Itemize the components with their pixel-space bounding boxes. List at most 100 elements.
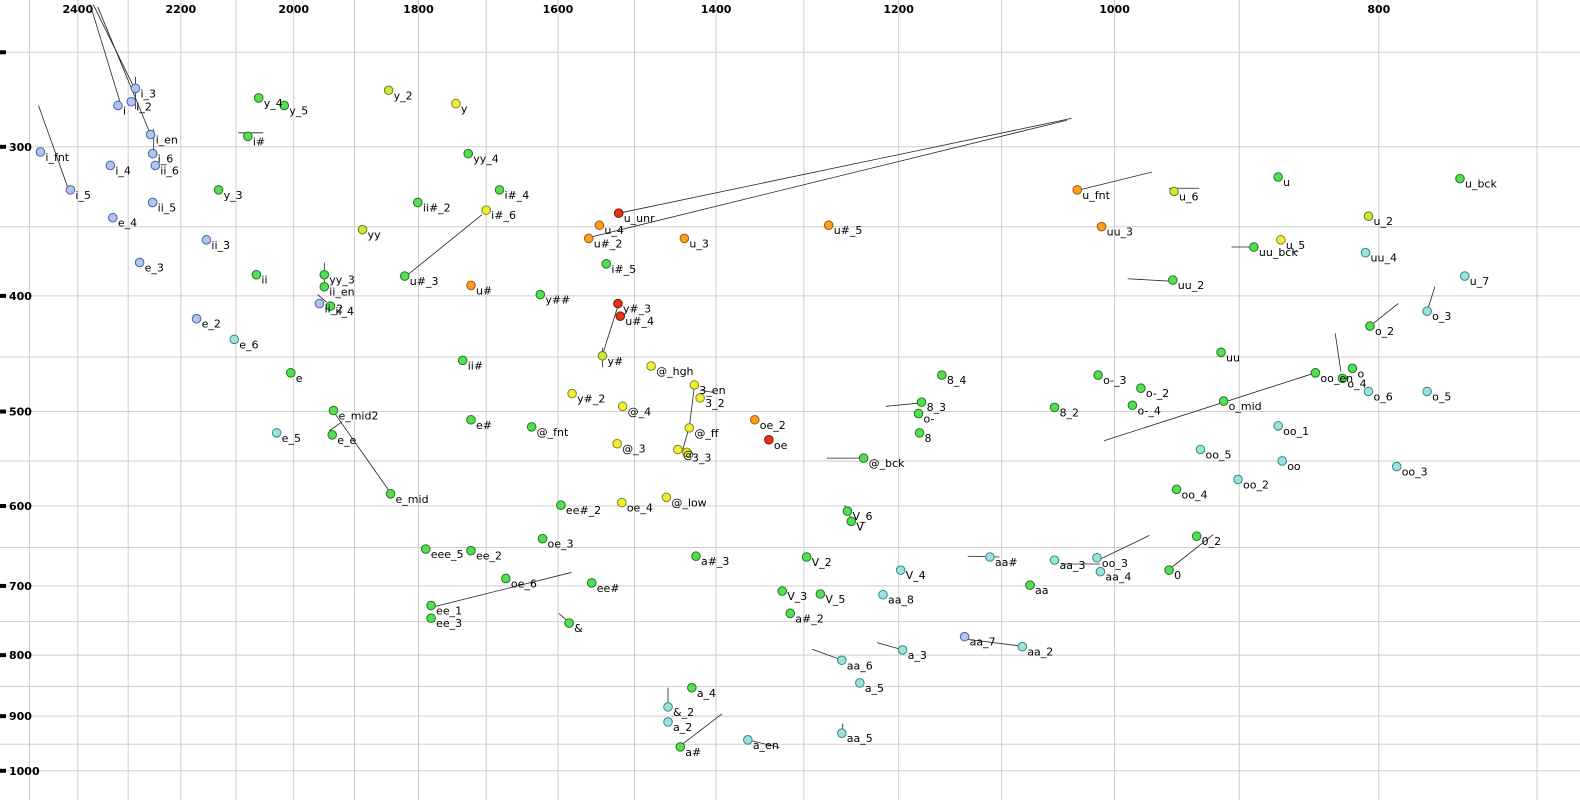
y-axis-tick	[0, 50, 6, 55]
point-label: @_low	[671, 496, 706, 509]
data-point	[466, 414, 476, 425]
connector-line	[811, 648, 842, 661]
connector-line	[602, 306, 619, 353]
point-label: aa_8	[888, 594, 914, 607]
point-label: oo_3	[1402, 466, 1428, 479]
point-label: V_4	[906, 569, 926, 582]
point-label: y_2	[394, 89, 413, 102]
y-axis-tick	[0, 714, 6, 719]
connector-line	[38, 105, 68, 187]
point-label: u#_3	[410, 275, 439, 288]
data-point	[913, 408, 924, 419]
data-point	[537, 533, 548, 544]
point-label: o_6	[1373, 390, 1392, 403]
point-label: y_5	[289, 104, 308, 117]
point-label: o-_3	[1103, 374, 1126, 387]
point-label: ii_2	[324, 303, 343, 316]
data-point	[113, 100, 123, 111]
data-point	[65, 185, 76, 195]
data-point	[501, 573, 511, 584]
x-tick-label: 1600	[543, 3, 574, 16]
data-point	[646, 361, 656, 371]
point-label: i#_6	[491, 209, 516, 222]
data-point	[325, 301, 336, 311]
point-label: 3_3	[692, 451, 712, 464]
data-point	[150, 160, 161, 171]
point-label: ii#	[468, 359, 483, 372]
point-label: u_bck	[1465, 178, 1498, 191]
data-point	[1347, 363, 1358, 374]
data-point	[594, 220, 605, 231]
point-label: u	[1283, 176, 1290, 189]
data-point	[457, 355, 468, 366]
point-label: uu	[1226, 351, 1240, 364]
point-label: o_2	[1375, 325, 1394, 338]
x-tick-label: 1800	[403, 3, 434, 16]
data-point	[285, 368, 296, 378]
point-label: i_en	[156, 134, 178, 147]
point-label: y#	[607, 355, 623, 368]
data-point	[855, 678, 865, 688]
data-point	[147, 197, 158, 208]
data-point	[1127, 400, 1138, 411]
data-point	[1049, 555, 1060, 565]
data-point	[466, 545, 476, 556]
data-point	[463, 148, 474, 159]
data-point	[145, 129, 156, 140]
point-label: a#	[685, 746, 701, 759]
point-label: e_4	[118, 217, 137, 230]
point-label: V	[856, 520, 864, 533]
point-label: uu_bck	[1259, 246, 1298, 259]
point-label: &_2	[673, 706, 694, 719]
point-label: 8_4	[947, 374, 967, 387]
connector-line	[967, 638, 1021, 647]
point-label: ii#_2	[423, 201, 451, 214]
point-label: oo_4	[1182, 488, 1208, 501]
data-point	[815, 589, 826, 599]
point-label: @_ff	[694, 427, 719, 440]
data-point	[1273, 421, 1283, 431]
data-point	[1092, 552, 1102, 563]
data-point	[687, 682, 697, 693]
connector-line	[590, 119, 1068, 238]
y-axis-tick	[0, 293, 6, 298]
connector-line	[885, 402, 919, 407]
connector-line	[317, 294, 328, 303]
point-label: 0	[1174, 569, 1181, 582]
connector-line	[432, 572, 572, 608]
point-label: e_3	[145, 261, 164, 274]
data-point	[1273, 172, 1283, 182]
data-point	[1171, 484, 1182, 495]
point-label: o	[1357, 367, 1364, 380]
data-point	[1310, 368, 1321, 378]
point-label: i#	[253, 135, 265, 148]
data-point	[842, 506, 853, 516]
data-point	[937, 370, 947, 380]
data-point	[601, 259, 612, 269]
data-point	[663, 702, 673, 712]
point-label: 3_2	[705, 397, 725, 410]
point-label: a_4	[697, 687, 716, 700]
point-label: oo_2	[1243, 478, 1269, 491]
point-label: e	[296, 372, 303, 385]
data-point	[494, 185, 505, 195]
point-label: ii_3	[211, 239, 230, 252]
data-point	[691, 551, 701, 562]
point-label: e_6	[239, 338, 258, 351]
point-label: e_2	[202, 318, 221, 331]
point-label: u#_2	[594, 237, 623, 250]
data-point	[420, 544, 431, 554]
data-point	[1363, 211, 1374, 222]
data-point	[126, 96, 137, 107]
connector-line	[618, 118, 1072, 214]
data-point	[858, 453, 869, 463]
connector-line	[700, 389, 715, 393]
point-label: aa_6	[847, 659, 873, 672]
data-point	[1337, 373, 1348, 384]
y-tick-label: 900	[9, 710, 32, 723]
y-tick-label: 300	[9, 141, 32, 154]
connector-line	[97, 6, 151, 135]
point-label: oe_2	[760, 419, 786, 432]
